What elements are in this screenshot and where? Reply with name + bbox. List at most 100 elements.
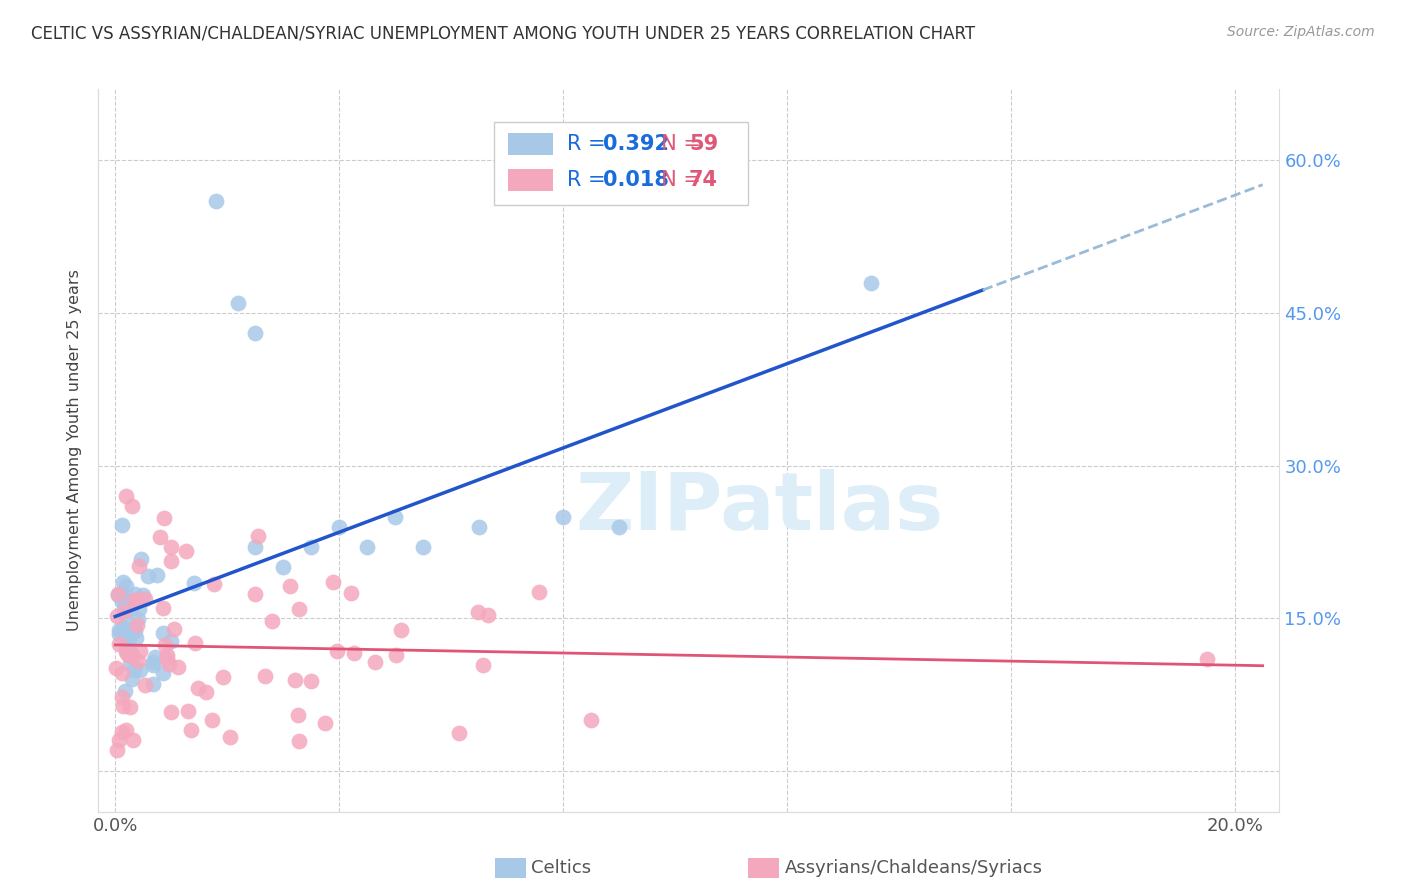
Point [128,559,150,574]
Text: 74: 74 [689,170,718,190]
Point [343,647,366,661]
Text: N =: N = [648,170,707,190]
Point [112,603,135,617]
Point [124,624,146,638]
Point [127,654,149,668]
Point [115,603,138,617]
Text: N =: N = [648,134,707,154]
FancyBboxPatch shape [748,858,779,878]
Point [287,708,309,723]
FancyBboxPatch shape [508,169,553,191]
Text: CELTIC VS ASSYRIAN/CHALDEAN/SYRIAC UNEMPLOYMENT AMONG YOUTH UNDER 25 YEARS CORRE: CELTIC VS ASSYRIAN/CHALDEAN/SYRIAC UNEMP… [31,25,974,43]
Point [128,602,150,616]
Point [243,326,266,341]
Point [118,657,141,672]
Point [153,638,176,652]
Point [114,684,136,698]
Point [124,593,146,607]
Point [157,657,180,671]
Point [121,500,143,514]
Text: R =: R = [567,134,613,154]
Point [115,489,138,503]
Point [124,587,146,601]
FancyBboxPatch shape [494,121,748,205]
Point [105,661,128,675]
Point [111,575,134,590]
Point [183,575,205,590]
Point [314,716,336,731]
Point [125,593,148,607]
Point [152,665,174,680]
Point [142,676,165,690]
Point [111,620,134,634]
Point [551,509,574,524]
Point [111,518,134,533]
Point [125,618,148,632]
Point [160,553,183,567]
Point [243,540,266,554]
Point [200,713,222,727]
Point [243,587,266,601]
Point [152,511,174,525]
Point [107,589,129,603]
Text: Assyrians/Chaldeans/Syriacs: Assyrians/Chaldeans/Syriacs [785,859,1042,877]
Point [129,551,152,566]
Point [288,734,311,748]
Point [122,596,145,610]
Point [152,626,174,640]
Point [108,626,131,640]
Point [117,648,139,663]
Point [129,643,152,657]
Point [162,622,184,636]
Point [107,624,129,638]
Point [385,648,408,662]
Point [111,594,134,608]
Text: Source: ZipAtlas.com: Source: ZipAtlas.com [1227,25,1375,39]
Text: Celtics: Celtics [531,859,592,877]
Point [114,642,136,657]
Point [111,586,134,600]
Point [105,743,128,757]
Point [136,569,159,583]
Text: ZIPatlas: ZIPatlas [575,469,943,548]
Point [115,611,138,625]
FancyBboxPatch shape [495,858,526,878]
Point [180,723,202,738]
Point [607,520,630,534]
Point [107,587,129,601]
Point [118,699,141,714]
Point [389,623,412,637]
Point [108,733,131,747]
Point [194,685,217,699]
Point [471,657,494,672]
Point [114,630,136,644]
Point [115,723,138,738]
Point [356,540,378,554]
Point [340,586,363,600]
Point [127,612,149,626]
Y-axis label: Unemployment Among Youth under 25 years: Unemployment Among Youth under 25 years [67,269,83,632]
Text: 0.392: 0.392 [603,134,669,154]
Point [467,605,489,619]
Point [288,602,311,616]
Point [134,678,156,692]
Point [271,560,294,574]
Point [142,658,165,673]
Point [121,672,143,686]
Text: 0.018: 0.018 [603,170,669,190]
Point [219,730,242,744]
Point [149,530,172,544]
Point [122,732,145,747]
Point [260,614,283,628]
Point [115,645,138,659]
Point [127,592,149,607]
Point [111,690,134,704]
Point [108,637,131,651]
Point [115,622,138,636]
Point [1195,652,1218,666]
Point [202,577,225,591]
Point [120,645,142,659]
Point [156,648,179,663]
Point [160,705,183,719]
Point [278,579,301,593]
